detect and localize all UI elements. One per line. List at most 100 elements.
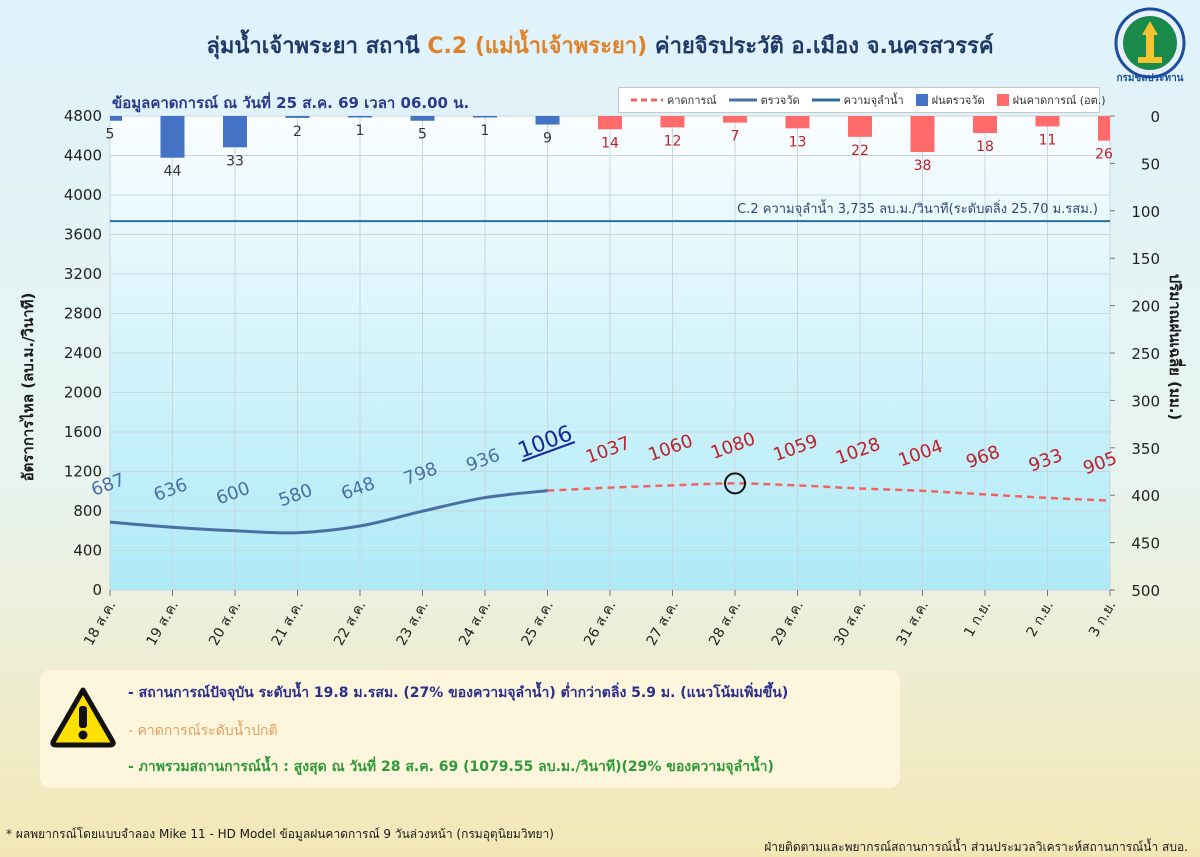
- rain-forecast-bar: [973, 116, 997, 134]
- page-title: ลุ่มน้ำเจ้าพระยา สถานี C.2 (แม่น้ำเจ้าพร…: [0, 28, 1200, 63]
- rain-observed-bar: [285, 116, 310, 118]
- situation-box: [40, 670, 900, 788]
- y-tick-label: 4800: [64, 107, 102, 125]
- rain-forecast-bar: [910, 116, 935, 153]
- rain-observed-bar: [535, 116, 560, 125]
- rain-forecast-bar: [660, 116, 685, 128]
- x-tick-label: 18 ส.ค.: [81, 598, 119, 649]
- rain-forecast-bar: [785, 116, 810, 129]
- x-tick-label: 26 ส.ค.: [581, 598, 619, 649]
- capacity-line-swatch: [811, 98, 840, 102]
- x-tick-label: 28 ส.ค.: [706, 598, 744, 649]
- rain-value-label: 18: [976, 139, 994, 155]
- forecast-date: ข้อมูลคาดการณ์ ณ วันที่ 25 ส.ค. 69 เวลา …: [112, 94, 470, 112]
- rid-logo-icon: [1114, 7, 1186, 79]
- y-axis-title: อัตราการไหล (ลบ.ม./วินาที): [19, 292, 37, 482]
- x-tick-label: 30 ส.ค.: [831, 598, 869, 649]
- footer-agency: ฝ่ายติดตามและพยากรณ์สถานการณ์น้ำ ส่วนประ…: [764, 840, 1188, 854]
- rain-value-label: 7: [731, 129, 740, 145]
- observed-line-swatch: [728, 98, 757, 102]
- x-tick-label: 25 ส.ค.: [519, 598, 557, 649]
- x-tick-label: 29 ส.ค.: [769, 598, 807, 649]
- legend-rain-observed: ฝนตรวจวัด: [915, 91, 985, 109]
- current-situation-text: - สถานการณ์ปัจจุบัน ระดับน้ำ 19.8 ม.รสม.…: [128, 685, 789, 701]
- title-suffix: ค่ายจิรประวัติ อ.เมือง จ.นครสวรรค์: [647, 34, 994, 59]
- x-tick-label: 3 ก.ย.: [1086, 598, 1119, 640]
- x-tick-label: 31 ส.ค.: [894, 598, 932, 649]
- rain-observed-swatch: [915, 94, 928, 106]
- rain-observed-bar: [160, 116, 185, 158]
- y2-tick-label: 450: [1131, 535, 1160, 553]
- rain-value-label: 33: [226, 153, 244, 169]
- overview-text: - ภาพรวมสถานการณ์น้ำ : สูงสุด ณ วันที่ 2…: [128, 759, 774, 775]
- y2-tick-label: 250: [1131, 345, 1160, 363]
- rain-value-label: 1: [356, 123, 365, 139]
- y2-tick-label: 100: [1131, 203, 1160, 221]
- rain-forecast-swatch: [996, 94, 1009, 106]
- rain-value-label: 44: [164, 164, 182, 180]
- rain-forecast-bar: [723, 116, 747, 123]
- rain-value-label: 5: [106, 127, 115, 143]
- y-tick-label: 1200: [64, 463, 102, 481]
- chart-legend: คาดการณ์ ตรวจวัด ความจุลำน้ำ ฝนตรวจวัด ฝ…: [618, 87, 1106, 113]
- observed-line: [109, 489, 548, 535]
- rain-value-label: 5: [418, 127, 427, 143]
- rain-value-label: 26: [1095, 147, 1113, 163]
- y2-axis-title: ปริมาณฝนเฉลี่ย (มม.): [1166, 273, 1184, 421]
- y-tick-label: 3200: [64, 265, 102, 283]
- rain-value-label: 38: [914, 158, 932, 174]
- peak-marker: [724, 472, 746, 495]
- rain-value-label: 9: [543, 131, 552, 147]
- y-tick-label: 400: [73, 542, 102, 560]
- legend-capacity: ความจุลำน้ำ: [811, 91, 904, 109]
- rain-forecast-bar: [848, 116, 872, 137]
- y-tick-label: 800: [73, 502, 102, 520]
- forecast-level-text: - คาดการณ์ระดับน้ำปกติ: [128, 723, 278, 739]
- y-tick-label: 4400: [64, 147, 102, 165]
- warning-icon: [50, 687, 116, 748]
- rain-forecast-bar: [1035, 116, 1060, 127]
- logo-text: กรมชลประทาน: [1116, 73, 1184, 84]
- title-station: C.2 (แม่น้ำเจ้าพระยา): [427, 34, 648, 59]
- y-tick-label: 2400: [64, 344, 102, 362]
- x-tick-label: 19 ส.ค.: [144, 598, 182, 649]
- rain-observed-bar: [348, 116, 372, 118]
- forecast-line: [547, 482, 1111, 502]
- y-tick-label: 2800: [64, 305, 102, 323]
- rain-forecast-bar: [1098, 116, 1110, 141]
- x-tick-label: 2 ก.ย.: [1024, 598, 1057, 640]
- rain-observed-bar: [110, 116, 122, 121]
- x-tick-label: 22 ส.ค.: [331, 598, 369, 649]
- forecast-line-swatch: [631, 98, 663, 102]
- rain-observed-bar: [223, 116, 247, 148]
- legend-rain-forecast: ฝนคาดการณ์ (อต.): [996, 91, 1106, 109]
- rain-forecast-bar: [598, 116, 622, 130]
- rain-value-label: 14: [601, 135, 619, 151]
- y2-tick-label: 400: [1131, 487, 1160, 505]
- legend-forecast: คาดการณ์: [631, 91, 717, 109]
- y2-tick-label: 350: [1131, 440, 1160, 458]
- x-tick-label: 23 ส.ค.: [394, 598, 432, 649]
- y2-tick-label: 500: [1131, 582, 1160, 600]
- rain-value-label: 1: [481, 123, 490, 139]
- rain-value-label: 12: [664, 133, 682, 149]
- x-tick-label: 27 ส.ค.: [644, 598, 682, 649]
- y-tick-label: 1600: [64, 423, 102, 441]
- rain-value-label: 22: [851, 143, 869, 159]
- x-tick-label: 1 ก.ย.: [961, 598, 994, 640]
- capacity-label: C.2 ความจุลำน้ำ 3,735 ลบ.ม./วินาที(ระดับ…: [737, 199, 1098, 217]
- y-tick-label: 3600: [64, 226, 102, 244]
- x-tick-label: 21 ส.ค.: [269, 598, 307, 649]
- x-tick-label: 20 ส.ค.: [206, 598, 244, 649]
- title-prefix: ลุ่มน้ำเจ้าพระยา สถานี: [206, 34, 428, 59]
- rain-observed-bar: [410, 116, 435, 121]
- rain-value-label: 13: [789, 134, 807, 150]
- y-tick-label: 0: [92, 581, 102, 599]
- y-tick-label: 4000: [64, 186, 102, 204]
- legend-observed: ตรวจวัด: [728, 91, 800, 109]
- y2-tick-label: 200: [1131, 298, 1160, 316]
- rain-value-label: 2: [293, 124, 302, 140]
- y2-tick-label: 0: [1150, 108, 1160, 126]
- y2-tick-label: 300: [1131, 392, 1160, 410]
